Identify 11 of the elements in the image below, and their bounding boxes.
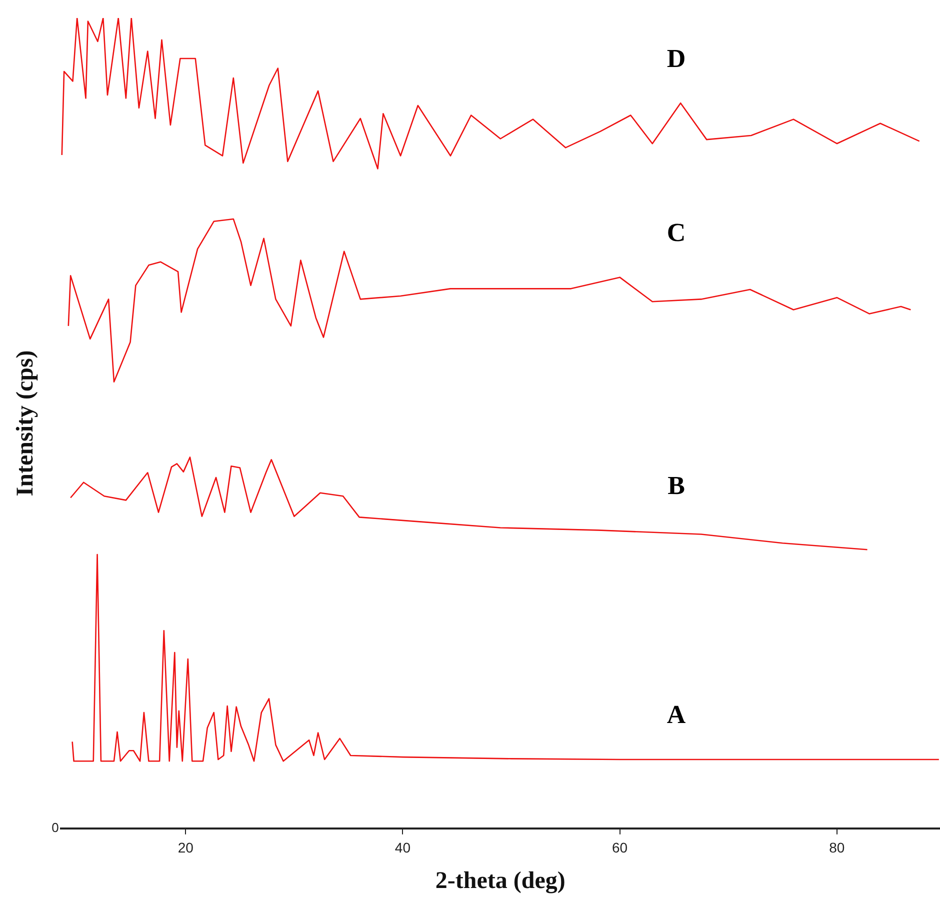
x-tick-label: 40	[394, 840, 411, 856]
series-label: D	[666, 44, 686, 73]
x-tick-label: 20	[178, 840, 194, 856]
text: C	[666, 218, 686, 248]
x-axis-title: 2-theta (deg)	[435, 868, 566, 894]
text: 0	[52, 820, 59, 835]
y-axis-title: Intensity (cps)	[12, 350, 39, 496]
series-label: A	[666, 700, 686, 730]
x-tick-label: 80	[829, 840, 845, 856]
series-label: B	[668, 470, 685, 500]
x-tick-label: 60	[612, 840, 628, 856]
